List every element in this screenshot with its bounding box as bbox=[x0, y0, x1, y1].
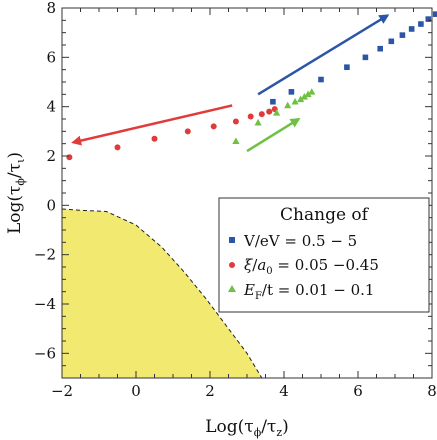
ticks bbox=[61, 7, 433, 379]
y-tick-label: 6 bbox=[46, 48, 56, 66]
data-point-s1-5 bbox=[232, 118, 239, 125]
data-point-s1-4 bbox=[210, 123, 217, 130]
legend: Change of V/eV = 0.5 − 5 ξ/a0 = 0.05 −0.… bbox=[218, 197, 430, 313]
data-point-s2-8 bbox=[308, 88, 316, 95]
data-point-s0-11 bbox=[432, 11, 437, 17]
data-point-s1-1 bbox=[114, 144, 121, 151]
legend-marker-triangle bbox=[228, 285, 236, 292]
data-point-s0-0 bbox=[270, 98, 276, 105]
data-point-s0-3 bbox=[344, 64, 350, 70]
data-point-s0-10 bbox=[425, 16, 432, 22]
data-point-s1-0 bbox=[66, 154, 73, 161]
tick-labels: −2 0 2 4 6 8 −6 −4 −2 0 2 4 6 8 bbox=[34, 0, 437, 400]
data-point-s2-6 bbox=[300, 93, 308, 100]
x-tick-label: −2 bbox=[51, 382, 73, 400]
legend-marker-circle bbox=[229, 262, 235, 268]
data-point-s1-8 bbox=[266, 108, 273, 115]
data-point-s2-4 bbox=[291, 97, 299, 105]
legend-entry-fermi: EF/t = 0.01 − 0.1 bbox=[243, 281, 374, 302]
data-point-s0-7 bbox=[399, 32, 406, 38]
shaded-region bbox=[62, 208, 263, 378]
legend-title: Change of bbox=[280, 205, 370, 225]
shaded-area bbox=[62, 209, 262, 378]
arrows bbox=[71, 14, 390, 153]
arrow-2 bbox=[246, 117, 301, 153]
shaded-boundary bbox=[62, 208, 263, 378]
x-tick-label: 0 bbox=[131, 382, 141, 400]
x-tick-label: 4 bbox=[279, 382, 289, 400]
y-tick-label: 4 bbox=[46, 98, 56, 116]
data-point-s0-1 bbox=[288, 89, 295, 95]
x-axis-label: Log(τϕ/τz) bbox=[205, 417, 289, 439]
data-point-s2-5 bbox=[297, 95, 305, 103]
data-point-s2-7 bbox=[304, 90, 312, 98]
y-tick-label: −6 bbox=[34, 344, 56, 362]
x-tick-label: 2 bbox=[205, 382, 215, 400]
legend-entry-voltage: V/eV = 0.5 − 5 bbox=[243, 232, 357, 250]
y-tick-label: −4 bbox=[34, 295, 56, 313]
data-point-s1-3 bbox=[184, 128, 191, 135]
data-point-s0-2 bbox=[318, 76, 324, 83]
data-point-s0-8 bbox=[408, 26, 415, 32]
y-tick-label: 2 bbox=[46, 147, 56, 165]
y-tick-label: 8 bbox=[46, 0, 56, 17]
data-point-s0-5 bbox=[377, 45, 383, 52]
data-point-s0-6 bbox=[388, 38, 395, 45]
data-point-s1-7 bbox=[258, 111, 265, 118]
legend-box bbox=[218, 197, 430, 313]
data-point-s2-3 bbox=[284, 101, 292, 109]
y-tick-label: 0 bbox=[46, 196, 56, 214]
y-tick-label: −2 bbox=[34, 246, 56, 264]
data-point-s1-2 bbox=[151, 135, 158, 142]
data-point-s2-1 bbox=[254, 118, 262, 126]
legend-marker-square bbox=[229, 237, 235, 243]
arrow-1 bbox=[71, 104, 233, 146]
data-points bbox=[66, 11, 437, 161]
data-point-s0-4 bbox=[362, 54, 369, 61]
data-point-s2-2 bbox=[273, 109, 281, 116]
data-point-s1-6 bbox=[247, 113, 254, 120]
x-tick-label: 8 bbox=[427, 382, 437, 400]
y-axis-label: Log(τϕ/τι) bbox=[5, 152, 27, 234]
x-tick-label: 6 bbox=[353, 382, 363, 400]
data-point-s2-0 bbox=[232, 137, 240, 144]
arrow-0 bbox=[257, 14, 390, 96]
data-point-s0-9 bbox=[418, 21, 424, 27]
legend-entry-xi: ξ/a0 = 0.05 −0.45 bbox=[244, 256, 379, 277]
